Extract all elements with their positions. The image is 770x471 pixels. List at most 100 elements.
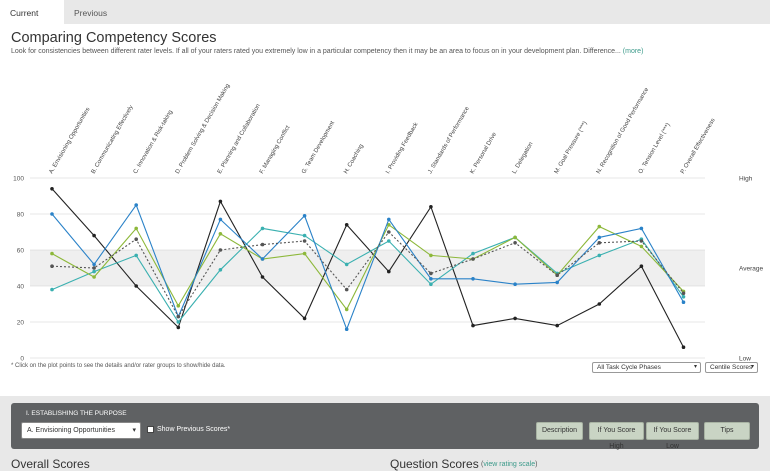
data-point[interactable] xyxy=(513,282,517,286)
data-point[interactable] xyxy=(176,314,181,319)
data-point[interactable] xyxy=(50,287,54,292)
data-point[interactable] xyxy=(681,345,686,350)
data-point[interactable] xyxy=(597,235,602,240)
data-point[interactable] xyxy=(134,203,138,207)
data-point[interactable] xyxy=(555,273,559,277)
category-label: C. Innovation & Risk-taking xyxy=(133,109,174,175)
chevron-down-icon: ▾ xyxy=(750,364,754,370)
data-point[interactable] xyxy=(302,214,307,218)
data-point[interactable] xyxy=(387,230,391,234)
data-point[interactable] xyxy=(597,224,602,229)
data-point[interactable] xyxy=(429,277,433,281)
data-point[interactable] xyxy=(344,327,349,331)
data-point[interactable] xyxy=(344,307,349,312)
data-point[interactable] xyxy=(597,253,602,258)
data-point[interactable] xyxy=(555,323,559,328)
data-point[interactable] xyxy=(218,268,223,272)
data-point[interactable] xyxy=(302,233,307,238)
data-point[interactable] xyxy=(639,239,644,243)
tips-button[interactable]: Tips xyxy=(704,422,750,440)
data-point[interactable] xyxy=(344,223,349,227)
data-point[interactable] xyxy=(513,235,517,240)
data-point[interactable] xyxy=(639,264,644,268)
page-description: Look for consistencies between different… xyxy=(11,48,643,55)
data-point[interactable] xyxy=(218,217,223,222)
show-previous-checkbox[interactable] xyxy=(147,426,154,433)
data-point[interactable] xyxy=(92,266,96,270)
data-point[interactable] xyxy=(260,275,265,279)
data-point[interactable] xyxy=(681,291,686,295)
series-line xyxy=(51,231,684,318)
data-point[interactable] xyxy=(429,282,433,286)
score-high-button[interactable]: If You Score High xyxy=(589,422,644,450)
data-point[interactable] xyxy=(513,241,517,245)
series-line xyxy=(51,223,684,311)
data-point[interactable] xyxy=(429,205,433,209)
data-point[interactable] xyxy=(92,269,96,274)
data-point[interactable] xyxy=(387,217,391,222)
data-point[interactable] xyxy=(92,262,96,267)
category-label: H. Coaching xyxy=(343,143,365,175)
category-label: A. Envisioning Opportunities xyxy=(49,107,92,175)
data-point[interactable] xyxy=(134,226,138,231)
data-point[interactable] xyxy=(218,248,223,252)
series-line xyxy=(51,203,684,331)
data-point[interactable] xyxy=(387,223,391,227)
score-low-button[interactable]: If You Score Low xyxy=(646,422,699,450)
description-button[interactable]: Description xyxy=(536,422,583,440)
tab-previous-scores[interactable]: Previous Scores xyxy=(74,8,108,44)
category-label: B. Communicating Effectively xyxy=(91,105,135,175)
data-point[interactable] xyxy=(302,239,307,243)
data-point[interactable] xyxy=(429,271,433,276)
data-point[interactable] xyxy=(471,251,475,256)
category-label: N. Recognition of Good Performance xyxy=(596,86,651,175)
view-rating-scale-link[interactable]: view rating scale xyxy=(483,461,536,468)
data-point[interactable] xyxy=(344,262,349,267)
view-rating-scale: (view rating scale) xyxy=(481,461,538,468)
tab-current-scores[interactable]: Current Scores xyxy=(0,0,64,44)
data-point[interactable] xyxy=(344,287,349,292)
data-point[interactable] xyxy=(302,251,307,256)
data-point[interactable] xyxy=(218,199,223,204)
data-point[interactable] xyxy=(260,257,265,261)
data-point[interactable] xyxy=(555,280,559,285)
data-point[interactable] xyxy=(50,187,54,191)
data-point[interactable] xyxy=(92,233,96,238)
data-point[interactable] xyxy=(387,239,391,243)
competency-select[interactable]: A. Envisioning Opportunities ▾ xyxy=(21,422,141,439)
data-point[interactable] xyxy=(50,212,54,216)
category-label: K. Personal Drive xyxy=(470,131,499,175)
data-point[interactable] xyxy=(681,300,686,304)
data-point[interactable] xyxy=(513,316,517,321)
competency-line-chart[interactable]: 0 20 40 60 80 100 High Average Low A. Envisioning… xyxy=(0,78,770,368)
data-point[interactable] xyxy=(176,320,181,324)
data-point[interactable] xyxy=(597,302,602,306)
data-point[interactable] xyxy=(176,325,181,330)
data-point[interactable] xyxy=(218,232,223,236)
data-point[interactable] xyxy=(429,253,433,258)
data-point[interactable] xyxy=(134,237,138,241)
phase-select[interactable]: All Task Cycle Phases ▾ xyxy=(592,362,701,373)
data-point[interactable] xyxy=(134,284,138,288)
data-point[interactable] xyxy=(681,295,686,299)
data-point[interactable] xyxy=(176,304,181,308)
data-point[interactable] xyxy=(260,226,265,231)
data-point[interactable] xyxy=(387,269,391,274)
more-link[interactable]: (more) xyxy=(622,48,644,55)
data-point[interactable] xyxy=(50,264,54,268)
data-point[interactable] xyxy=(260,242,265,247)
data-point[interactable] xyxy=(471,277,475,281)
data-point[interactable] xyxy=(597,241,602,245)
data-point[interactable] xyxy=(471,257,475,261)
data-point[interactable] xyxy=(92,275,96,279)
data-point[interactable] xyxy=(50,251,54,256)
score-type-select[interactable]: Centile Scores ▾ xyxy=(705,362,758,373)
data-point[interactable] xyxy=(471,323,475,328)
data-point[interactable] xyxy=(302,316,307,321)
data-point[interactable] xyxy=(134,253,138,258)
data-point[interactable] xyxy=(639,244,644,249)
scores-panel: Comparing Competency Scores Look for con… xyxy=(0,24,770,396)
category-label: P. Overall Effectiveness xyxy=(680,118,717,175)
data-point[interactable] xyxy=(639,226,644,231)
scale-label: Low xyxy=(739,356,751,363)
